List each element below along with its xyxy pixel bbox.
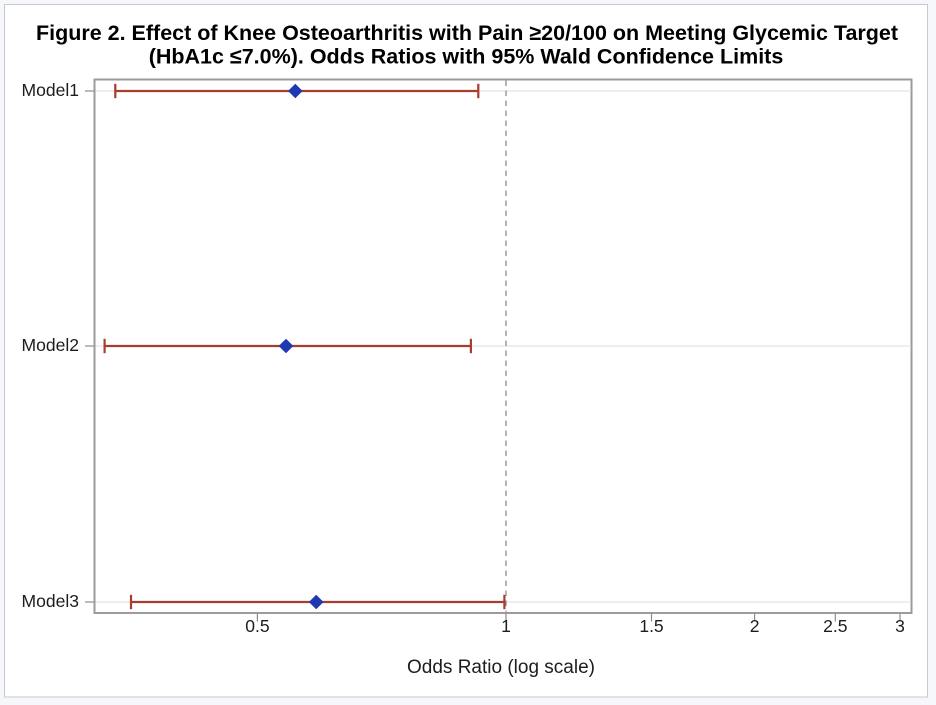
svg-text:Model2: Model2 [22,335,80,355]
svg-text:0.5: 0.5 [245,616,270,636]
svg-text:2.5: 2.5 [823,616,848,636]
svg-text:Model1: Model1 [22,80,80,100]
svg-text:1: 1 [501,616,511,636]
svg-text:2: 2 [750,616,760,636]
svg-text:1.5: 1.5 [639,616,664,636]
svg-text:3: 3 [895,616,905,636]
svg-text:(HbA1c ≤7.0%). Odds Ratios wit: (HbA1c ≤7.0%). Odds Ratios with 95% Wald… [149,45,784,69]
svg-text:Odds Ratio (log scale): Odds Ratio (log scale) [407,657,595,678]
svg-text:Model3: Model3 [22,591,80,611]
svg-text:Figure 2. Effect of Knee Osteo: Figure 2. Effect of Knee Osteoarthritis … [36,21,898,45]
